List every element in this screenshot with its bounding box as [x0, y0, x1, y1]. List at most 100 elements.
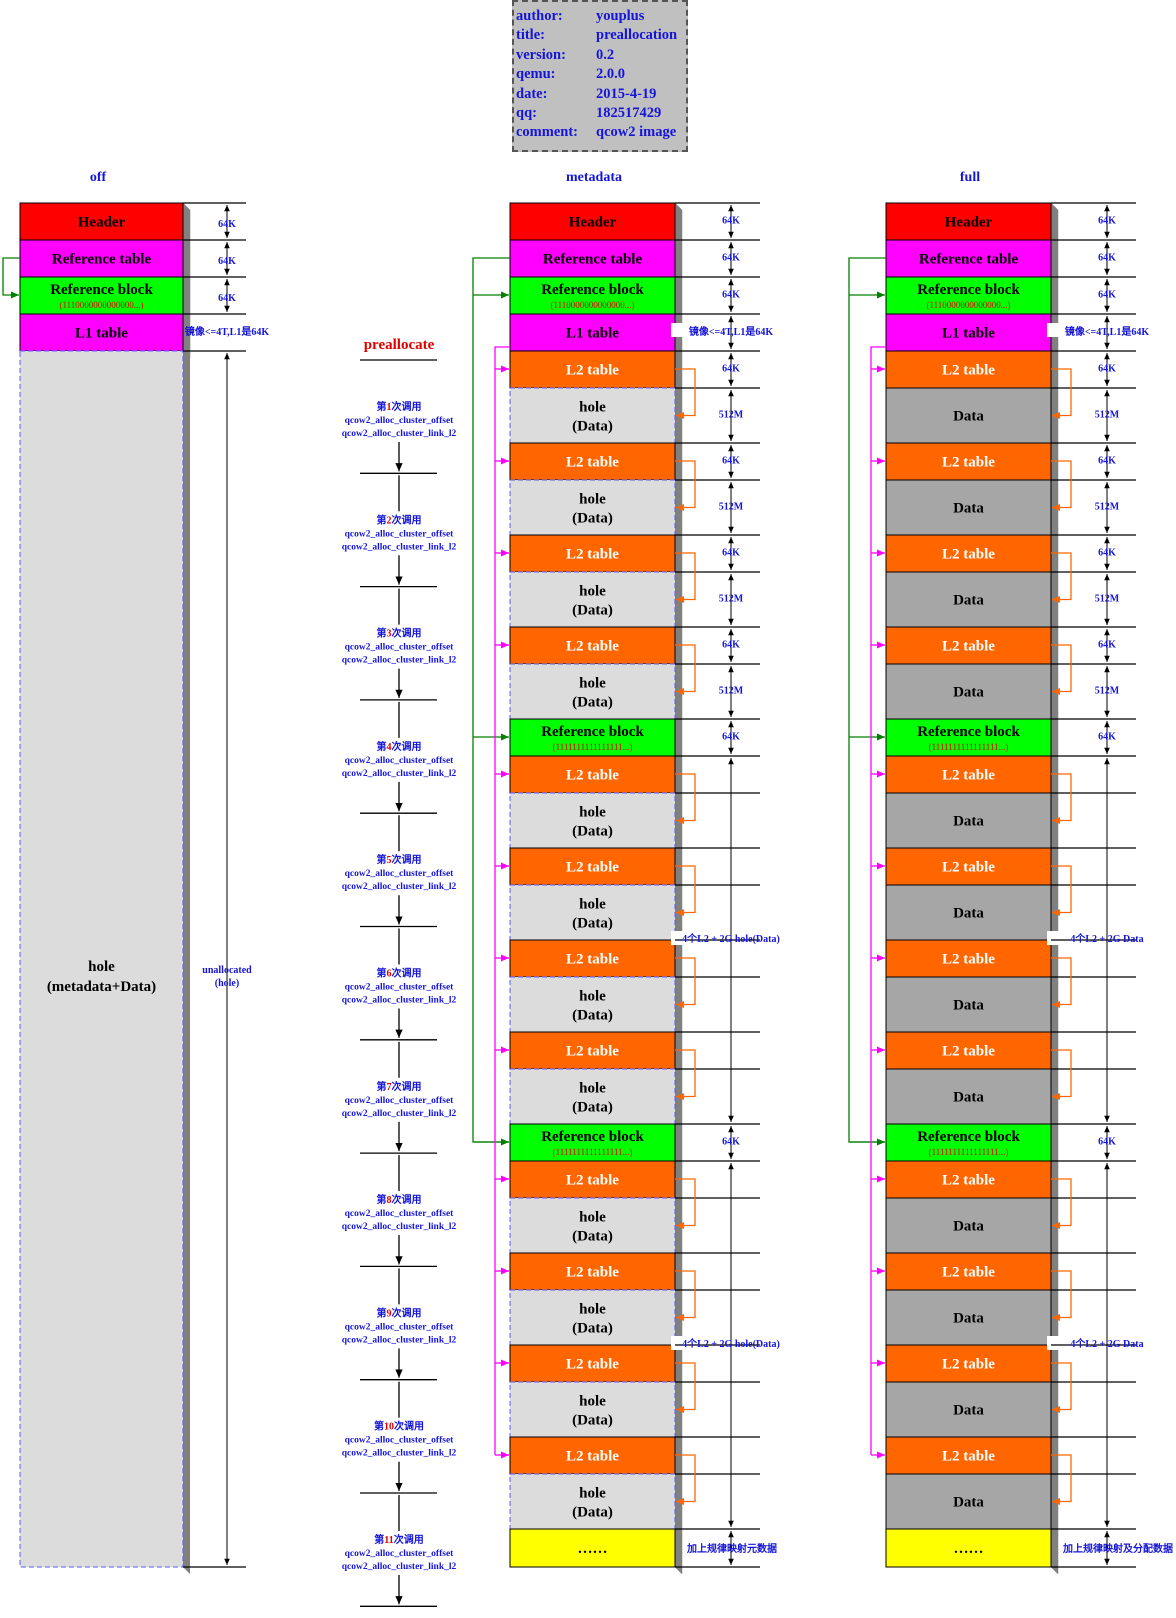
metadata-hole-label: hole — [579, 897, 606, 913]
metadata-l2-data-connector — [675, 1049, 696, 1101]
metadata-hole-data-label: (Data) — [572, 695, 613, 711]
off-l1-note: 镜像<=4T,L1是64K — [185, 325, 269, 338]
full-hole-label: Data — [953, 501, 984, 517]
metadata-hole-data-label: (Data) — [572, 1229, 613, 1245]
metadata-block-side — [674, 1381, 683, 1445]
metadata-tail-label: 加上规律映射元数据 — [686, 1542, 777, 1555]
full-refblock-bits: (1111111111111111...) — [929, 742, 1009, 752]
metadata-hole-label: hole — [579, 492, 606, 508]
metadata-dim-value: 64K — [722, 640, 740, 651]
metadata-l2-data-connector — [675, 1178, 696, 1230]
preallocate-call-label: 第3次调用 — [377, 627, 422, 640]
metadata-block-side — [674, 387, 683, 451]
info-value: 0.2 — [596, 46, 615, 63]
metadata-dim-value: 512M — [719, 502, 744, 513]
preallocate-fn-link: qcow2_alloc_cluster_link_l2 — [342, 1109, 457, 1119]
full-block-side — [1050, 663, 1059, 727]
full-dim-value: 512M — [1095, 594, 1120, 605]
column-title-off: off — [90, 170, 107, 185]
full-l2-label: L2 table — [942, 952, 995, 968]
full-hole-label: Data — [953, 1090, 984, 1106]
metadata-dim-value: 512M — [719, 410, 744, 421]
full-l2-block — [885, 755, 1052, 794]
metadata-hole-data-label: (Data) — [572, 1413, 613, 1429]
metadata-header-block — [509, 202, 676, 241]
full-block-side — [1050, 792, 1059, 856]
full-block-side — [1050, 1197, 1059, 1261]
full-l2-data-connector — [1051, 644, 1072, 696]
full-l2-block — [885, 1160, 1052, 1199]
metadata-dim-value: 512M — [719, 686, 744, 697]
metadata-l2-data-connector — [675, 460, 696, 512]
off-hole-label: hole — [88, 959, 115, 975]
preallocate-fn-alloc: qcow2_alloc_cluster_offset — [345, 983, 455, 993]
full-l2-label: L2 table — [942, 1265, 995, 1281]
full-l1-block — [885, 313, 1052, 352]
preallocate-fn-link: qcow2_alloc_cluster_link_l2 — [342, 769, 457, 779]
full-group-label: 4个L2 + 2G Data — [1070, 1337, 1143, 1350]
metadata-l2-data-connector — [675, 368, 696, 420]
full-hole-label: Data — [953, 409, 984, 425]
metadata-hole-data-label: (Data) — [572, 916, 613, 932]
metadata-reftable-block — [509, 239, 676, 278]
metadata-block-side — [674, 663, 683, 727]
full-l2-block — [885, 1344, 1052, 1383]
full-tail-bg — [1060, 1539, 1176, 1554]
metadata-l2-data-connector — [675, 1454, 696, 1506]
off-hole-block — [19, 350, 184, 1568]
metadata-hole-block — [509, 1289, 676, 1346]
full-hole-block — [885, 663, 1052, 720]
preallocate-fn-alloc: qcow2_alloc_cluster_offset — [345, 529, 455, 539]
preallocate-call-label: 第1次调用 — [377, 400, 422, 413]
full-reftable-connector — [848, 257, 886, 1143]
metadata-tail-block — [509, 1528, 676, 1568]
full-dim-value: 64K — [1098, 216, 1116, 227]
full-hole-block — [885, 571, 1052, 628]
metadata-refblock-bits: (1111111111111111...) — [553, 1147, 633, 1157]
full-l2-data-connector — [1051, 1049, 1072, 1101]
off-unalloc-label: unallocated — [202, 965, 252, 976]
full-refblock-block — [885, 718, 1052, 757]
full-l2-block — [885, 442, 1052, 481]
metadata-group-label: 4个L2 + 2G hole(Data) — [682, 1337, 780, 1350]
metadata-l2-label: L2 table — [566, 547, 619, 563]
full-hole-block — [885, 1381, 1052, 1438]
metadata-l2-data-connector — [675, 1362, 696, 1414]
preallocate-fn-link: qcow2_alloc_cluster_link_l2 — [342, 1562, 457, 1572]
full-l2-label: L2 table — [942, 1449, 995, 1465]
info-key: qq: — [516, 104, 537, 121]
preallocate-fn-link: qcow2_alloc_cluster_link_l2 — [342, 1335, 457, 1345]
preallocate-fn-alloc: qcow2_alloc_cluster_offset — [345, 1549, 455, 1559]
off-hole-metadata-data-label: (metadata+Data) — [47, 979, 156, 995]
metadata-l2-block — [509, 626, 676, 665]
full-l2-data-connector — [1051, 1362, 1072, 1414]
full-l2-label: L2 table — [942, 860, 995, 876]
metadata-l2-label: L2 table — [566, 860, 619, 876]
full-dim-value: 64K — [1098, 253, 1116, 264]
full-dim-value: 512M — [1095, 686, 1120, 697]
metadata-hole-data-label: (Data) — [572, 419, 613, 435]
full-block-side — [1050, 571, 1059, 635]
full-l2-block — [885, 534, 1052, 573]
full-l2-label: L2 table — [942, 547, 995, 563]
preallocate-call-label: 第6次调用 — [377, 967, 422, 980]
metadata-refblock-bits: (1110000000000000...) — [550, 300, 634, 310]
preallocate-fn-link: qcow2_alloc_cluster_link_l2 — [342, 882, 457, 892]
full-hole-block — [885, 792, 1052, 849]
full-refblock-block — [885, 276, 1052, 315]
full-l1-note: 镜像<=4T,L1是64K — [1065, 325, 1149, 338]
metadata-hole-block — [509, 976, 676, 1033]
info-value: 2.0.0 — [596, 66, 625, 83]
off-reftable-label: Reference table — [52, 252, 152, 268]
metadata-l2-block — [509, 1344, 676, 1383]
full-dim-value: 64K — [1098, 456, 1116, 467]
preallocate-call-label: 第7次调用 — [377, 1080, 422, 1093]
metadata-dim-value: 64K — [722, 548, 740, 559]
metadata-block-side — [674, 1197, 683, 1261]
full-l2-label: L2 table — [942, 1044, 995, 1060]
preallocate-title: preallocate — [364, 337, 435, 353]
preallocate-fn-alloc: qcow2_alloc_cluster_offset — [345, 416, 455, 426]
full-l2-block — [885, 1436, 1052, 1475]
metadata-l2-label: L2 table — [566, 1044, 619, 1060]
metadata-l2-label: L2 table — [566, 1357, 619, 1373]
